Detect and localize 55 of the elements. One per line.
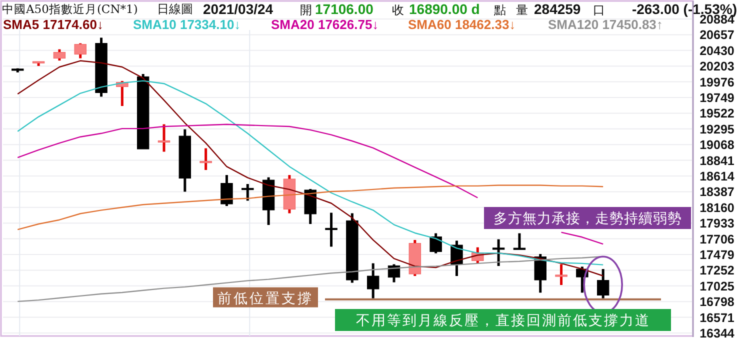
y-tick-label: 20203 [700, 60, 734, 74]
candlestick [325, 211, 338, 248]
text: 量 [516, 3, 528, 17]
y-tick-label: 19749 [700, 91, 734, 105]
text: SMA20 17626.75↓ [271, 17, 379, 32]
candlestick [74, 42, 86, 60]
candlestick [242, 182, 254, 202]
chart-title: 中國A50指數近月(CN*1) [2, 2, 138, 16]
y-tick-label: 17479 [700, 248, 734, 262]
text: SMA10 17334.10↓ [133, 17, 241, 32]
y-tick-label: 19068 [700, 138, 734, 152]
text: 開 [300, 3, 312, 17]
y-tick-label: 18387 [700, 185, 734, 200]
text: SMA60 18462.33↓ [408, 17, 516, 32]
y-tick-label: 18160 [700, 200, 734, 215]
text: 16890.00 d [409, 1, 480, 17]
candlestick [492, 238, 505, 268]
ref-line-label: 前低位置支撐 [218, 290, 314, 307]
y-tick-label: 18841 [700, 154, 734, 168]
text: -263.00 (-1.53%) [632, 1, 737, 17]
y-tick-label: 18614 [700, 170, 734, 184]
candlestick [220, 174, 233, 208]
y-tick-label: 16571 [700, 310, 734, 325]
candlestick [53, 48, 66, 62]
text: 17106.00 [315, 1, 374, 17]
candlestick [430, 232, 442, 255]
candlestick [200, 147, 212, 172]
text: SMA5 17174.60↓ [3, 17, 104, 32]
candlestick [304, 188, 316, 226]
text: 口 [593, 3, 605, 17]
chart-subtitle: 日線圖 [157, 2, 193, 16]
y-tick-label: 19522 [700, 106, 734, 121]
candlestick [158, 123, 170, 153]
candlestick [534, 252, 546, 294]
y-tick-label: 17706 [700, 232, 734, 246]
y-tick-label: 16798 [700, 295, 734, 310]
y-tick-label: 17025 [700, 279, 734, 294]
candlestick [366, 262, 380, 300]
y-tick-label: 20430 [700, 44, 734, 58]
y-tick-label: 19295 [700, 122, 734, 136]
annotation: 多方無力承接，走勢持續弱勢 [493, 211, 682, 227]
y-tick-label: 19976 [700, 75, 734, 90]
text: 點 [493, 3, 506, 17]
y-tick-label: 17933 [700, 216, 734, 231]
annotation: 不用等到月線反壓，直接回測前低支撐力道 [356, 313, 650, 329]
y-tick-label: 16344 [700, 326, 734, 339]
candlestick [513, 232, 526, 250]
y-tick-label: 17252 [700, 264, 734, 278]
candlestick [596, 268, 610, 300]
text: SMA120 17450.83↑ [548, 17, 663, 32]
text: 284259 [534, 1, 581, 17]
y-tick-label: 20657 [700, 28, 734, 42]
candlestick [555, 263, 568, 286]
text: 收 [392, 3, 404, 17]
text: 2021/03/24 [203, 1, 274, 17]
